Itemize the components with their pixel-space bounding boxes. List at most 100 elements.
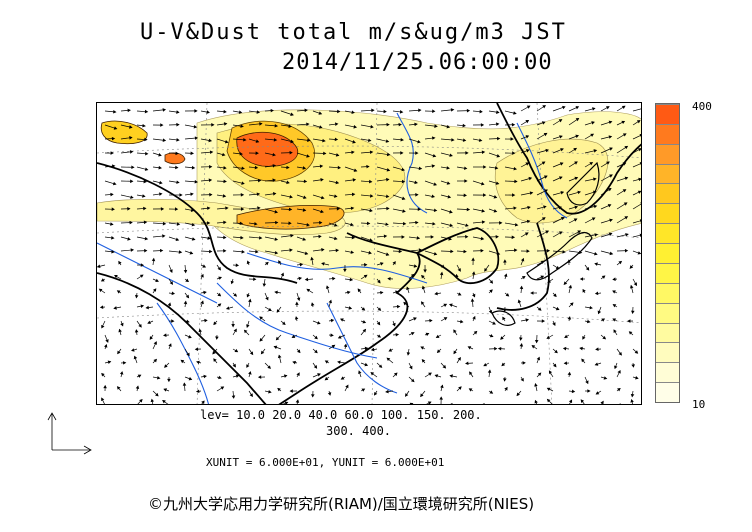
wind-arrowhead — [223, 179, 227, 184]
wind-arrowhead — [163, 388, 168, 392]
wind-arrowhead — [415, 151, 419, 155]
wind-arrowhead — [314, 335, 318, 340]
wind-arrowhead — [609, 174, 613, 178]
wind-arrowhead — [289, 150, 293, 155]
wind-arrowhead — [256, 110, 261, 114]
wind-arrowhead — [465, 223, 469, 227]
map-timestamp: 2014/11/25.06:00:00 — [282, 50, 553, 75]
wind-arrowhead — [465, 361, 469, 366]
wind-arrowhead — [514, 248, 518, 252]
wind-arrowhead — [274, 250, 279, 255]
wind-arrowhead — [352, 140, 356, 144]
wind-arrowhead — [162, 108, 167, 112]
wind-arrowhead — [386, 122, 390, 127]
wind-arrowhead — [351, 150, 355, 155]
wind-arrowhead — [571, 389, 576, 394]
wind-arrowhead — [448, 237, 452, 241]
wind-arrowhead — [220, 386, 225, 390]
wind-arrowhead — [129, 136, 133, 140]
wind-arrowhead — [194, 109, 198, 113]
wind-arrowhead — [206, 110, 210, 114]
wind-arrowhead — [239, 221, 244, 226]
wind-arrowhead — [258, 178, 262, 183]
wind-arrowhead — [594, 291, 599, 296]
wind-arrowhead — [399, 110, 404, 114]
wind-arrowhead — [183, 300, 188, 305]
wind-arrowhead — [127, 108, 131, 113]
wind-arrowhead — [113, 306, 117, 310]
wind-arrowhead — [201, 400, 205, 404]
color-scale-step — [656, 342, 679, 363]
wind-arrowhead — [434, 291, 438, 296]
wind-arrowhead — [541, 319, 546, 323]
wind-arrowhead — [273, 345, 278, 350]
wind-arrowhead — [592, 107, 596, 111]
wind-arrowhead — [206, 206, 211, 211]
wind-arrowhead — [351, 110, 355, 115]
wind-arrowhead — [614, 365, 618, 370]
wind-arrowhead — [306, 154, 310, 158]
wind-arrowhead — [434, 124, 438, 128]
wind-arrowhead — [162, 221, 167, 226]
wind-arrowhead — [274, 210, 279, 214]
wind-arrowhead — [494, 166, 499, 170]
wind-arrowhead — [231, 395, 236, 399]
wind-arrowhead — [525, 318, 530, 322]
wind-arrowhead — [222, 194, 227, 198]
wind-arrowhead — [317, 373, 321, 377]
wind-arrowhead — [209, 192, 213, 197]
wind-arrowhead — [513, 166, 518, 171]
wind-arrowhead — [213, 321, 217, 326]
wind-arrowhead — [415, 193, 419, 197]
wind-arrowhead — [348, 306, 353, 310]
wind-arrowhead — [324, 360, 329, 364]
wind-arrowhead — [601, 275, 606, 279]
wind-arrowhead — [193, 124, 198, 129]
wind-arrowhead — [609, 147, 613, 151]
wind-arrowhead — [420, 301, 425, 305]
wind-arrowhead — [573, 147, 578, 152]
wind-arrowhead — [194, 179, 199, 184]
color-scale-step — [656, 123, 679, 144]
wind-arrowhead — [559, 162, 564, 166]
wind-arrowhead — [129, 220, 133, 225]
wind-arrowhead — [196, 360, 200, 365]
wind-arrowhead — [432, 109, 436, 113]
wind-arrowhead — [259, 236, 263, 240]
color-scale-step — [656, 243, 679, 263]
wind-arrowhead — [449, 153, 453, 157]
wind-arrowhead — [113, 109, 117, 114]
wind-arrowhead — [386, 206, 390, 211]
wind-arrowhead — [586, 319, 591, 324]
wind-arrowhead — [548, 370, 553, 375]
wind-arrowhead — [259, 337, 264, 342]
wind-arrowhead — [421, 274, 425, 279]
wind-arrowhead — [288, 124, 292, 128]
wind-arrowhead — [541, 161, 546, 165]
wind-arrowhead — [164, 364, 168, 368]
wind-arrowhead — [150, 398, 155, 403]
wind-arrowhead — [564, 334, 568, 339]
wind-arrowhead — [218, 276, 222, 280]
wind-arrowhead — [262, 283, 267, 287]
wind-arrowhead — [482, 403, 485, 404]
wind-arrowhead — [233, 328, 237, 333]
wind-arrowhead — [602, 335, 607, 340]
wind-arrowhead — [139, 274, 144, 278]
wind-arrowhead — [209, 165, 213, 169]
wind-arrowhead — [272, 178, 276, 183]
wind-arrowhead — [218, 375, 222, 380]
wind-arrowhead — [471, 257, 475, 261]
wind-arrowhead — [431, 164, 436, 168]
wind-arrowhead — [176, 138, 180, 142]
wind-arrowhead — [495, 122, 500, 126]
wind-arrowhead — [383, 234, 388, 239]
wind-arrowhead — [190, 151, 194, 156]
wind-arrowhead — [337, 165, 342, 170]
wind-arrowhead — [497, 136, 501, 141]
wind-arrowhead — [601, 318, 606, 322]
wind-arrowhead — [292, 360, 297, 365]
wind-arrowhead — [488, 310, 493, 314]
wind-arrowhead — [633, 282, 637, 287]
wind-arrowhead — [246, 324, 250, 329]
